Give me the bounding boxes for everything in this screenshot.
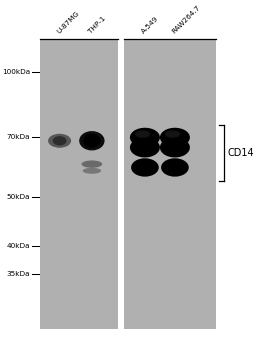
Text: RAW264.7: RAW264.7 (171, 5, 201, 35)
Text: THP-1: THP-1 (88, 16, 107, 35)
Ellipse shape (83, 134, 101, 148)
Text: 50kDa: 50kDa (7, 195, 30, 201)
Text: A-549: A-549 (141, 16, 160, 35)
Ellipse shape (131, 158, 159, 177)
Ellipse shape (82, 160, 102, 168)
Ellipse shape (48, 134, 71, 148)
Ellipse shape (160, 128, 190, 147)
Ellipse shape (165, 131, 180, 138)
Bar (124, 39, 216, 329)
Ellipse shape (135, 131, 150, 138)
Ellipse shape (53, 136, 67, 146)
Text: U-87MG: U-87MG (55, 10, 80, 35)
Bar (40, 39, 118, 329)
Text: CD14: CD14 (228, 148, 254, 158)
Ellipse shape (79, 131, 104, 150)
Ellipse shape (160, 138, 190, 158)
Ellipse shape (83, 168, 101, 174)
Ellipse shape (130, 128, 160, 147)
Ellipse shape (130, 138, 160, 158)
Text: 100kDa: 100kDa (2, 69, 30, 75)
Text: 70kDa: 70kDa (7, 134, 30, 140)
Ellipse shape (161, 158, 189, 177)
Text: 35kDa: 35kDa (7, 271, 30, 277)
Text: 40kDa: 40kDa (7, 243, 30, 249)
